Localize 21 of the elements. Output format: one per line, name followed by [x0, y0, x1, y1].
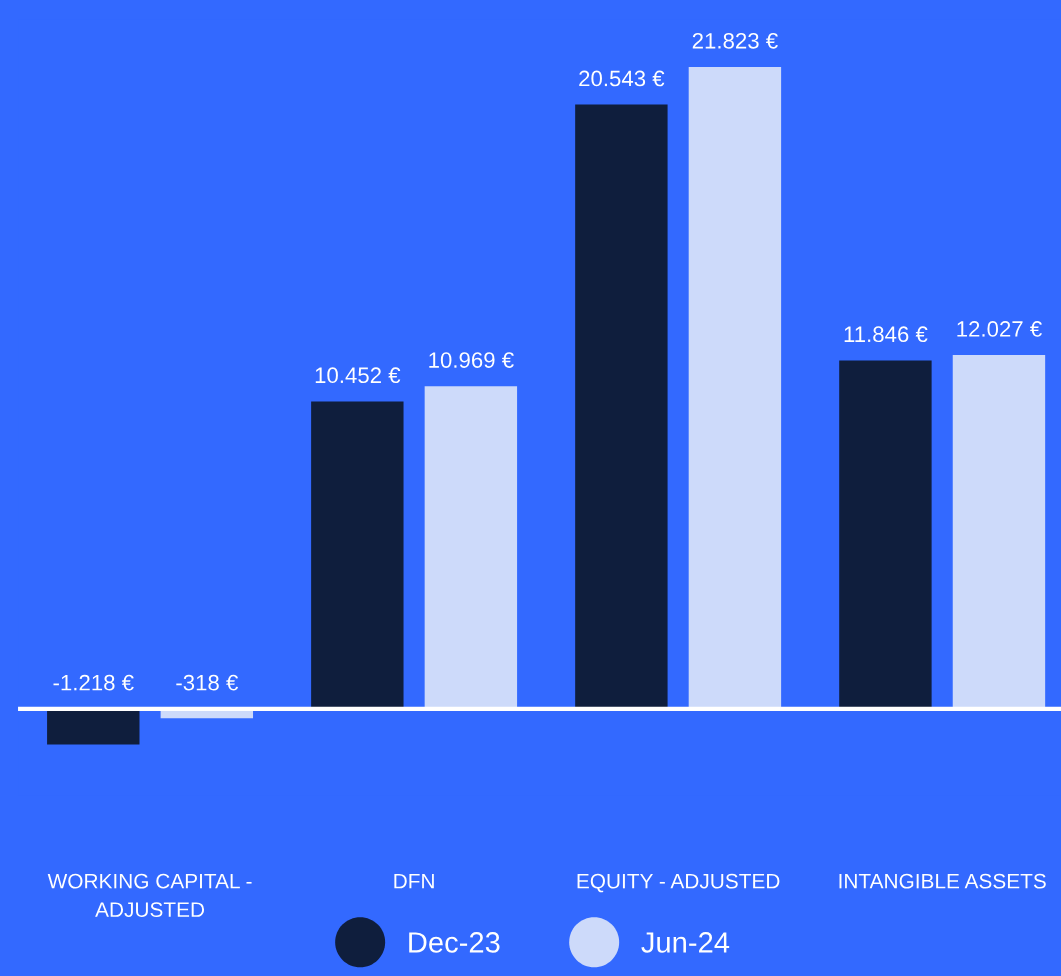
data-label: 12.027 €	[957, 321, 1042, 337]
data-label: 10.452 €	[315, 367, 401, 384]
bar	[424, 386, 518, 709]
data-label: 10.969 €	[429, 352, 514, 368]
bar	[575, 104, 668, 709]
data-label: -1.218 €	[53, 674, 134, 691]
data-label: 11.846 €	[844, 326, 928, 343]
data-label: 21.823 €	[692, 32, 778, 49]
data-label: 20.543 €	[579, 70, 665, 87]
legend-label: Dec-23	[409, 932, 500, 953]
bar	[839, 360, 932, 709]
bar	[311, 401, 404, 709]
data-label: -318 €	[176, 674, 239, 691]
x-tick-label: WORKING CAPITAL - ADJUSTED	[47, 873, 252, 917]
bar	[47, 708, 140, 745]
x-tick-label: INTANGIBLE ASSETS	[839, 873, 1046, 889]
legend-label: Jun-24	[641, 932, 730, 953]
x-tick-label: DFN	[394, 873, 434, 889]
bar	[688, 66, 782, 709]
bar	[952, 355, 1046, 709]
x-tick-label: EQUITY - ADJUSTED	[577, 873, 780, 893]
